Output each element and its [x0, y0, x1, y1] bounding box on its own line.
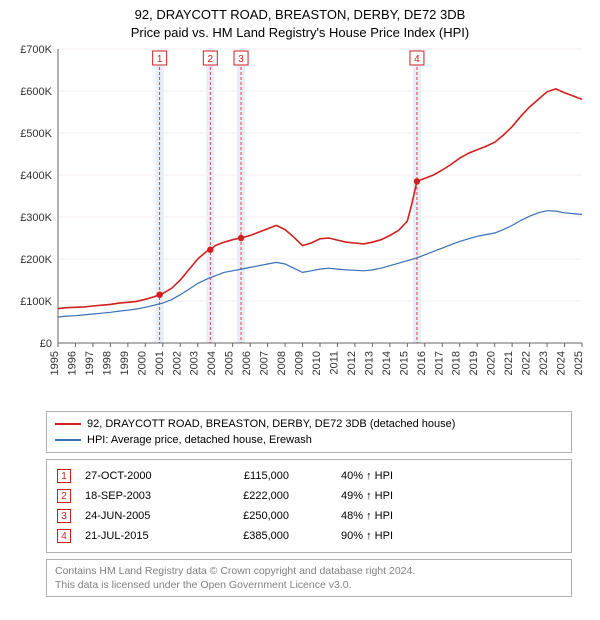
event-tag: 1: [57, 469, 71, 483]
svg-text:1: 1: [157, 54, 163, 65]
event-row: 1 27-OCT-2000 £115,000 40% ↑ HPI: [57, 466, 561, 486]
legend-item: 92, DRAYCOTT ROAD, BREASTON, DERBY, DE72…: [55, 416, 563, 432]
chart-titles: 92, DRAYCOTT ROAD, BREASTON, DERBY, DE72…: [10, 6, 590, 41]
svg-text:2014: 2014: [381, 351, 393, 375]
footer-attribution: Contains HM Land Registry data © Crown c…: [46, 559, 572, 597]
event-row: 3 24-JUN-2005 £250,000 48% ↑ HPI: [57, 506, 561, 526]
svg-text:2010: 2010: [311, 351, 323, 375]
svg-text:2004: 2004: [206, 351, 218, 375]
event-tag: 4: [57, 529, 71, 543]
svg-text:2007: 2007: [259, 351, 271, 375]
svg-text:2018: 2018: [451, 351, 463, 375]
svg-text:2017: 2017: [433, 351, 445, 375]
event-date: 27-OCT-2000: [85, 470, 185, 482]
svg-text:2001: 2001: [154, 351, 166, 375]
legend: 92, DRAYCOTT ROAD, BREASTON, DERBY, DE72…: [46, 411, 572, 453]
svg-text:2020: 2020: [486, 351, 498, 375]
event-date: 18-SEP-2003: [85, 490, 185, 502]
event-pct: 90% ↑ HPI: [303, 530, 393, 542]
svg-text:1998: 1998: [101, 351, 113, 375]
footer-line: Contains HM Land Registry data © Crown c…: [55, 564, 563, 578]
chart-svg: £0 £100K £200K £300K £400K £500K £600K £700K 1 2 3…: [10, 45, 590, 405]
svg-text:3: 3: [238, 54, 244, 65]
svg-text:2013: 2013: [363, 351, 375, 375]
svg-text:2015: 2015: [398, 351, 410, 375]
event-pct: 48% ↑ HPI: [303, 510, 393, 522]
event-date: 21-JUL-2015: [85, 530, 185, 542]
svg-text:2: 2: [208, 54, 214, 65]
svg-text:£700K: £700K: [20, 45, 52, 56]
svg-text:2003: 2003: [189, 351, 201, 375]
svg-text:2025: 2025: [573, 351, 585, 375]
event-price: £115,000: [199, 470, 289, 482]
legend-label: HPI: Average price, detached house, Erew…: [87, 434, 312, 446]
svg-text:2012: 2012: [346, 351, 358, 375]
legend-item: HPI: Average price, detached house, Erew…: [55, 432, 563, 448]
svg-text:2005: 2005: [224, 351, 236, 375]
svg-text:2002: 2002: [171, 351, 183, 375]
event-row: 4 21-JUL-2015 £385,000 90% ↑ HPI: [57, 526, 561, 546]
svg-text:2023: 2023: [538, 351, 550, 375]
svg-text:2006: 2006: [241, 351, 253, 375]
event-price: £385,000: [199, 530, 289, 542]
event-date: 24-JUN-2005: [85, 510, 185, 522]
svg-text:£200K: £200K: [20, 254, 52, 266]
svg-text:2016: 2016: [416, 351, 428, 375]
svg-text:£600K: £600K: [20, 86, 52, 98]
event-tag: 2: [57, 489, 71, 503]
footer-line: This data is licensed under the Open Gov…: [55, 578, 563, 592]
svg-text:4: 4: [414, 54, 420, 65]
svg-text:2022: 2022: [521, 351, 533, 375]
svg-text:1995: 1995: [49, 351, 61, 375]
legend-swatch: [55, 423, 81, 425]
event-row: 2 18-SEP-2003 £222,000 49% ↑ HPI: [57, 486, 561, 506]
price-chart: £0 £100K £200K £300K £400K £500K £600K £700K 1 2 3…: [10, 45, 590, 405]
event-price: £222,000: [199, 490, 289, 502]
event-tag: 3: [57, 509, 71, 523]
svg-text:£0: £0: [40, 338, 52, 350]
title-line-1: 92, DRAYCOTT ROAD, BREASTON, DERBY, DE72…: [10, 6, 590, 24]
svg-text:2024: 2024: [556, 351, 568, 375]
svg-text:2009: 2009: [294, 351, 306, 375]
sale-events: 1 27-OCT-2000 £115,000 40% ↑ HPI 2 18-SE…: [46, 459, 572, 553]
svg-text:£100K: £100K: [20, 296, 52, 308]
svg-text:2008: 2008: [276, 351, 288, 375]
svg-text:£300K: £300K: [20, 212, 52, 224]
event-price: £250,000: [199, 510, 289, 522]
svg-text:2021: 2021: [503, 351, 515, 375]
svg-text:2019: 2019: [468, 351, 480, 375]
svg-text:2011: 2011: [328, 351, 340, 375]
event-pct: 49% ↑ HPI: [303, 490, 393, 502]
svg-text:1996: 1996: [66, 351, 78, 375]
event-pct: 40% ↑ HPI: [303, 470, 393, 482]
legend-swatch: [55, 439, 81, 441]
svg-text:1997: 1997: [84, 351, 96, 375]
svg-text:2000: 2000: [136, 351, 148, 375]
title-line-2: Price paid vs. HM Land Registry's House …: [10, 24, 590, 42]
legend-label: 92, DRAYCOTT ROAD, BREASTON, DERBY, DE72…: [87, 418, 455, 430]
svg-text:1999: 1999: [119, 351, 131, 375]
svg-text:£400K: £400K: [20, 170, 52, 182]
svg-text:£500K: £500K: [20, 128, 52, 140]
